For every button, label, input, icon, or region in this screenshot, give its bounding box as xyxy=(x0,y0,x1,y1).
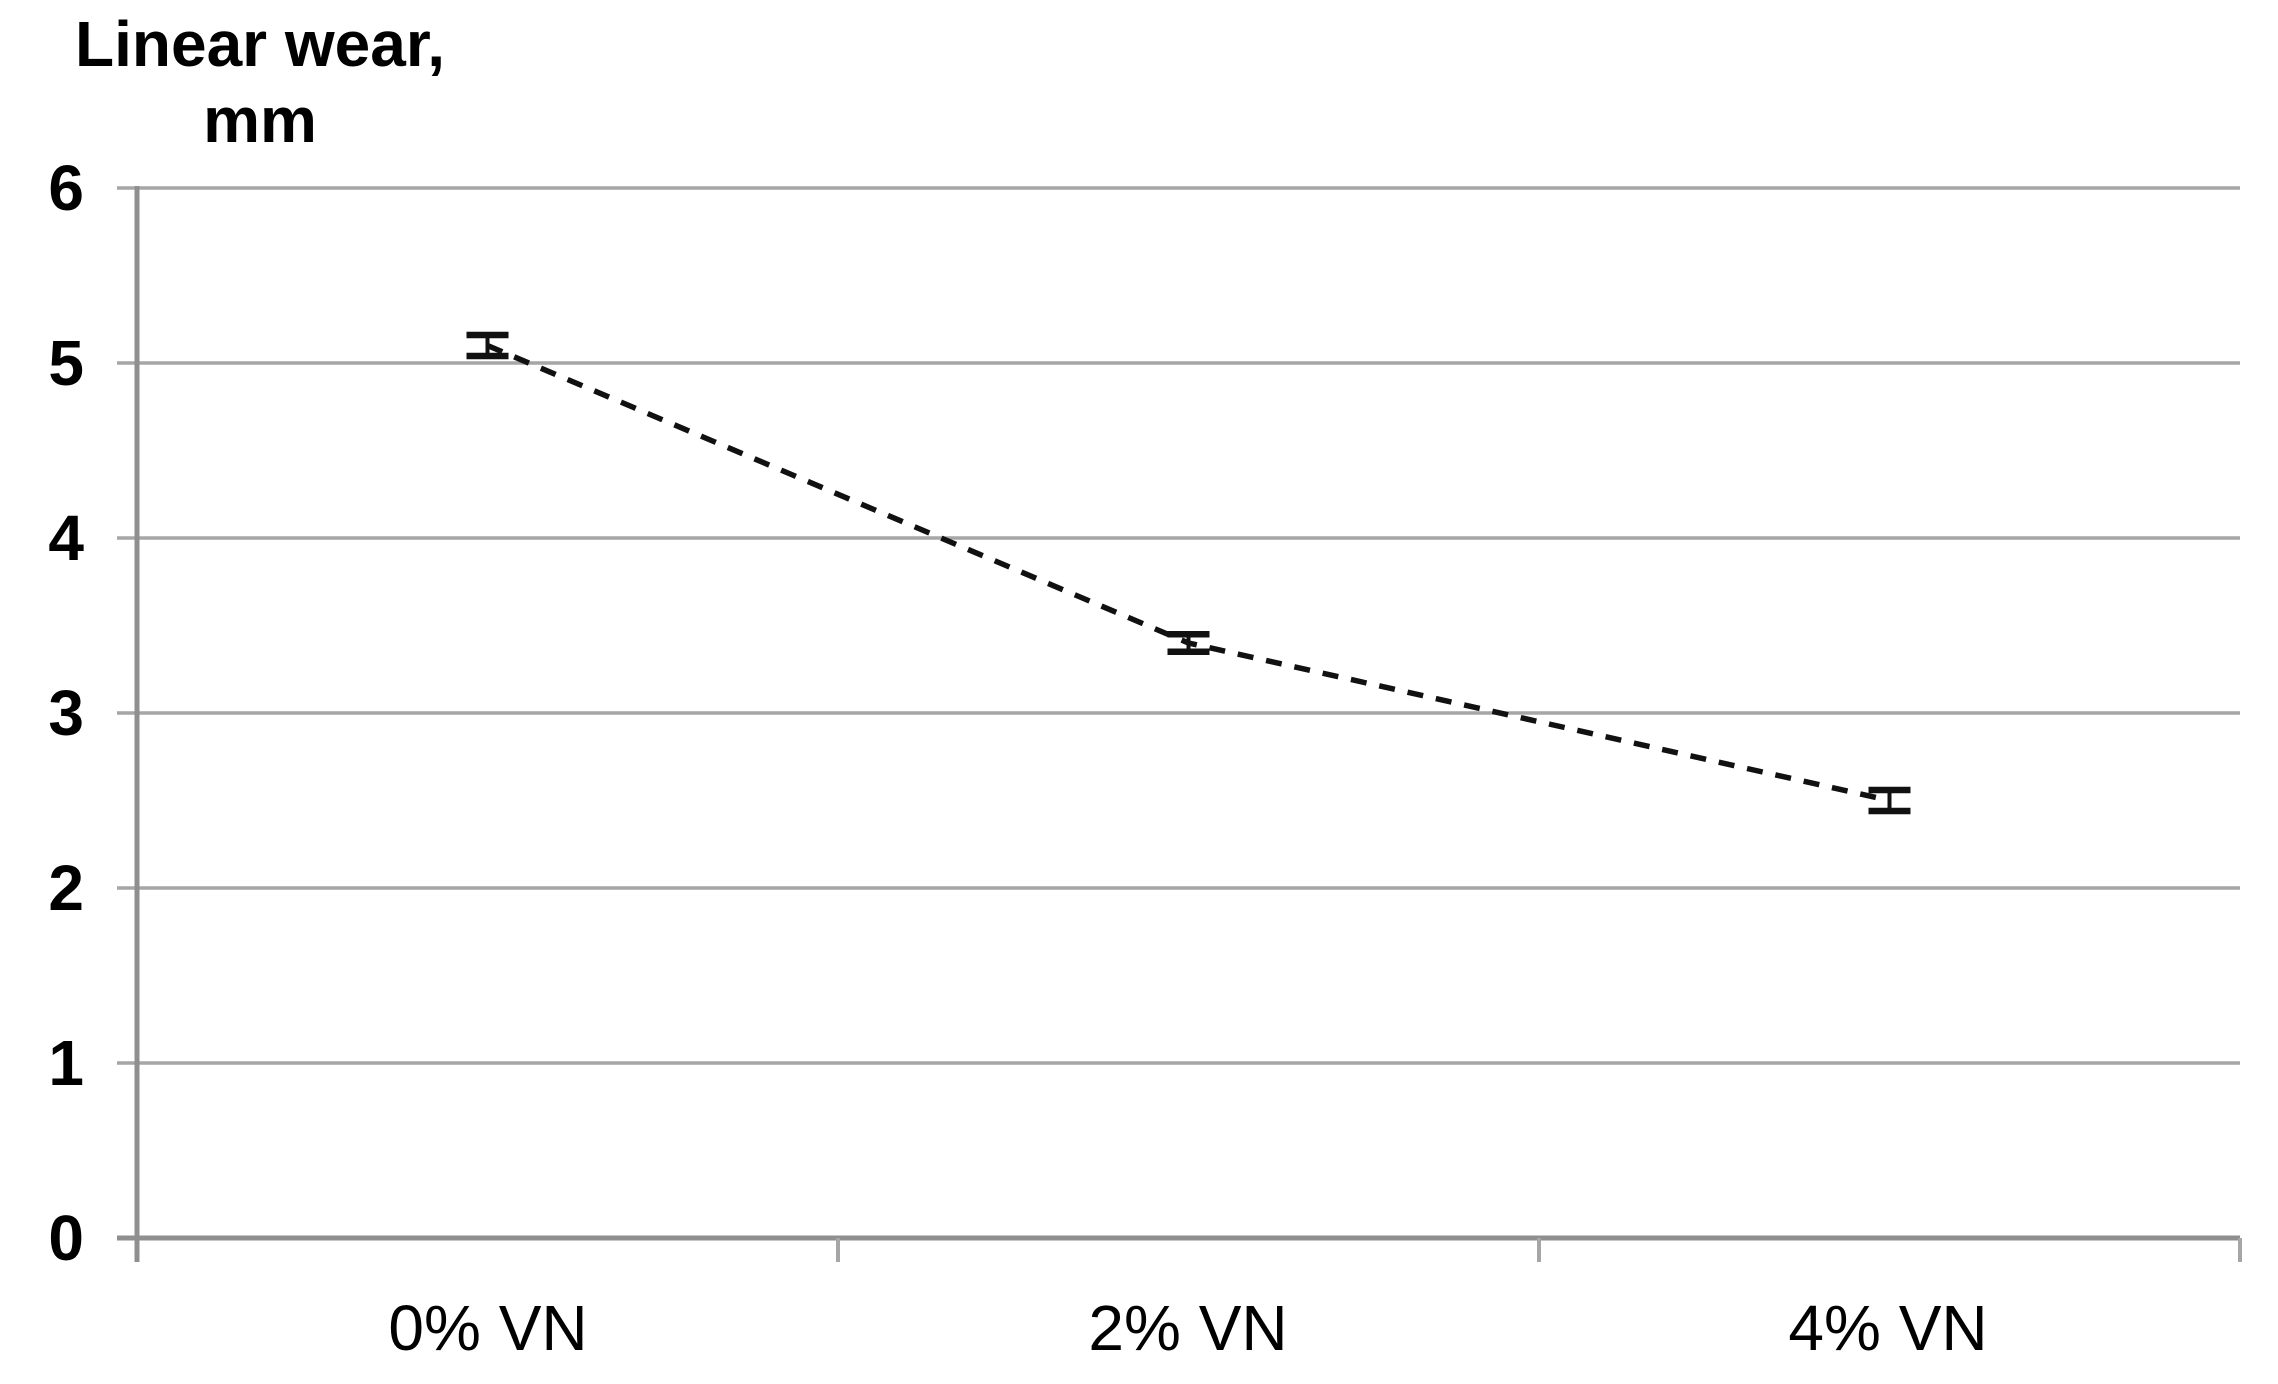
y-axis-title: Linear wear, mm xyxy=(30,6,490,158)
x-category-label-1: 2% VN xyxy=(1088,1292,1288,1364)
y-axis-title-line1: Linear wear, xyxy=(75,8,445,80)
y-axis-title-line2: mm xyxy=(203,84,317,156)
y-tick-label-2: 2 xyxy=(48,852,84,924)
x-category-label-2: 4% VN xyxy=(1788,1292,1988,1364)
y-tick-label-4: 4 xyxy=(48,502,84,574)
y-tick-label-3: 3 xyxy=(48,677,84,749)
y-tick-label-0: 0 xyxy=(48,1202,84,1274)
y-tick-label-5: 5 xyxy=(48,327,84,399)
data-line xyxy=(486,342,1891,804)
y-tick-label-1: 1 xyxy=(48,1027,84,1099)
x-category-label-0: 0% VN xyxy=(388,1292,588,1364)
y-tick-label-6: 6 xyxy=(48,152,84,224)
